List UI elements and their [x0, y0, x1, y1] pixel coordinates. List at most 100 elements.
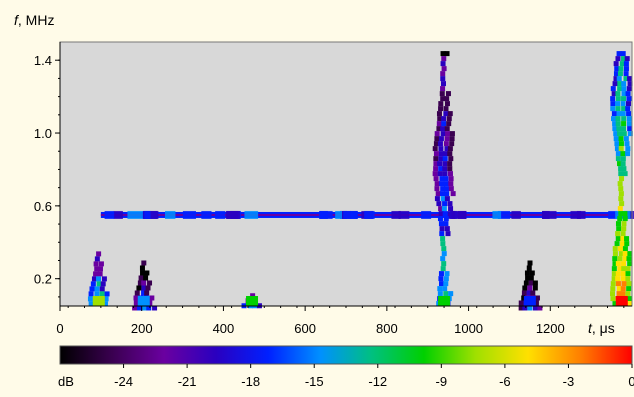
- spectral-cell: [438, 146, 444, 152]
- spectral-cell: [625, 146, 631, 152]
- spectral-cell: [99, 286, 105, 292]
- spectral-cell: [145, 285, 151, 291]
- spectral-cell: [444, 126, 450, 132]
- spectral-cell: [438, 276, 444, 282]
- spectral-cell: [616, 291, 622, 297]
- spectral-cell: [448, 291, 454, 297]
- spectral-cell: [622, 211, 628, 217]
- spectral-cell: [521, 295, 527, 301]
- spectral-cell: [440, 256, 446, 262]
- spectral-cell: [101, 276, 107, 282]
- spectral-cell: [442, 201, 448, 207]
- spectral-cell: [438, 206, 444, 212]
- band-segment: [215, 210, 226, 219]
- y-tick-label: 0.2: [34, 272, 52, 287]
- spectral-cell: [618, 136, 624, 142]
- spectral-cell: [443, 111, 449, 117]
- spectral-cell: [445, 131, 451, 137]
- spectral-cell: [448, 206, 454, 212]
- spectral-cell: [438, 221, 444, 227]
- spectral-cell: [612, 256, 618, 262]
- spectral-cell: [94, 256, 100, 262]
- band-segment: [104, 210, 115, 219]
- spectral-cell: [530, 290, 536, 296]
- spectral-cell: [614, 141, 620, 147]
- spectral-cell: [439, 176, 445, 182]
- spectral-cell: [532, 280, 538, 286]
- spectral-cell: [523, 280, 529, 286]
- spectral-cell: [447, 151, 453, 157]
- spectral-cell: [616, 51, 622, 57]
- spectral-cell: [440, 96, 446, 102]
- spectral-cell: [440, 86, 446, 92]
- band-segment: [335, 210, 343, 219]
- spectral-cell: [533, 300, 539, 306]
- spectral-cell: [615, 91, 621, 97]
- spectral-cell: [618, 196, 624, 202]
- spectral-cell: [444, 181, 450, 187]
- spectral-cell: [610, 101, 616, 107]
- spectral-cell: [437, 216, 443, 222]
- spectral-cell: [626, 296, 632, 302]
- spectral-cell: [617, 81, 623, 87]
- spectral-cell: [527, 285, 533, 291]
- spectral-cell: [447, 166, 453, 172]
- spectral-cell: [99, 291, 105, 297]
- y-tick-label: 1.4: [34, 53, 52, 68]
- spectral-cell: [623, 71, 629, 77]
- spectral-cell: [526, 265, 532, 271]
- spectral-peak: [438, 296, 451, 306]
- colorbar-tick-label: -21: [178, 374, 197, 389]
- spectral-cell: [627, 126, 633, 132]
- band-segment: [511, 210, 521, 219]
- spectral-cell: [623, 66, 629, 72]
- band-segment: [182, 210, 196, 219]
- spectral-cell: [621, 106, 627, 112]
- spectral-cell: [621, 81, 627, 87]
- spectral-cell: [620, 51, 626, 57]
- spectral-cell: [615, 96, 621, 102]
- y-axis: 0.2 0.6 1.0 1.4: [34, 42, 61, 306]
- spectral-cell: [442, 156, 448, 162]
- spectral-cell: [524, 270, 530, 276]
- spectral-cell: [525, 275, 531, 281]
- x-tick-label: 800: [376, 321, 398, 336]
- spectral-cell: [613, 76, 619, 82]
- spectral-cell: [438, 271, 444, 277]
- spectral-cell: [442, 211, 448, 217]
- spectral-cell: [444, 101, 450, 107]
- spectral-cell: [617, 206, 623, 212]
- spectral-cell: [611, 266, 617, 272]
- spectral-cell: [438, 106, 444, 112]
- spectral-cell: [104, 291, 110, 297]
- spectral-cell: [441, 246, 447, 252]
- spectral-cell: [610, 291, 616, 297]
- spectral-cell: [611, 91, 617, 97]
- spectral-cell: [447, 161, 453, 167]
- spectral-cell: [440, 81, 446, 87]
- spectral-cell: [622, 216, 628, 222]
- spectral-cell: [612, 251, 618, 257]
- x-axis-title: t, μs: [588, 320, 615, 336]
- spectral-cell: [448, 156, 454, 162]
- spectral-cell: [438, 156, 444, 162]
- spectral-cell: [614, 146, 620, 152]
- spectral-cell: [446, 121, 452, 127]
- spectral-cell: [611, 111, 617, 117]
- spectral-cell: [518, 305, 524, 311]
- spectral-cell: [96, 251, 102, 257]
- spectral-peak: [92, 296, 105, 306]
- spectral-cell: [624, 236, 630, 242]
- spectral-cell: [610, 86, 616, 92]
- spectral-cell: [623, 136, 629, 142]
- spectral-cell: [444, 96, 450, 102]
- spectral-cell: [443, 276, 449, 282]
- spectral-cell: [621, 56, 627, 62]
- spectral-cell: [615, 101, 621, 107]
- spectral-cell: [443, 291, 449, 297]
- x-tick-label: 1200: [536, 321, 565, 336]
- spectral-cell: [522, 305, 528, 311]
- spectral-cell: [432, 146, 438, 152]
- spectral-cell: [626, 86, 632, 92]
- spectral-cell: [621, 91, 627, 97]
